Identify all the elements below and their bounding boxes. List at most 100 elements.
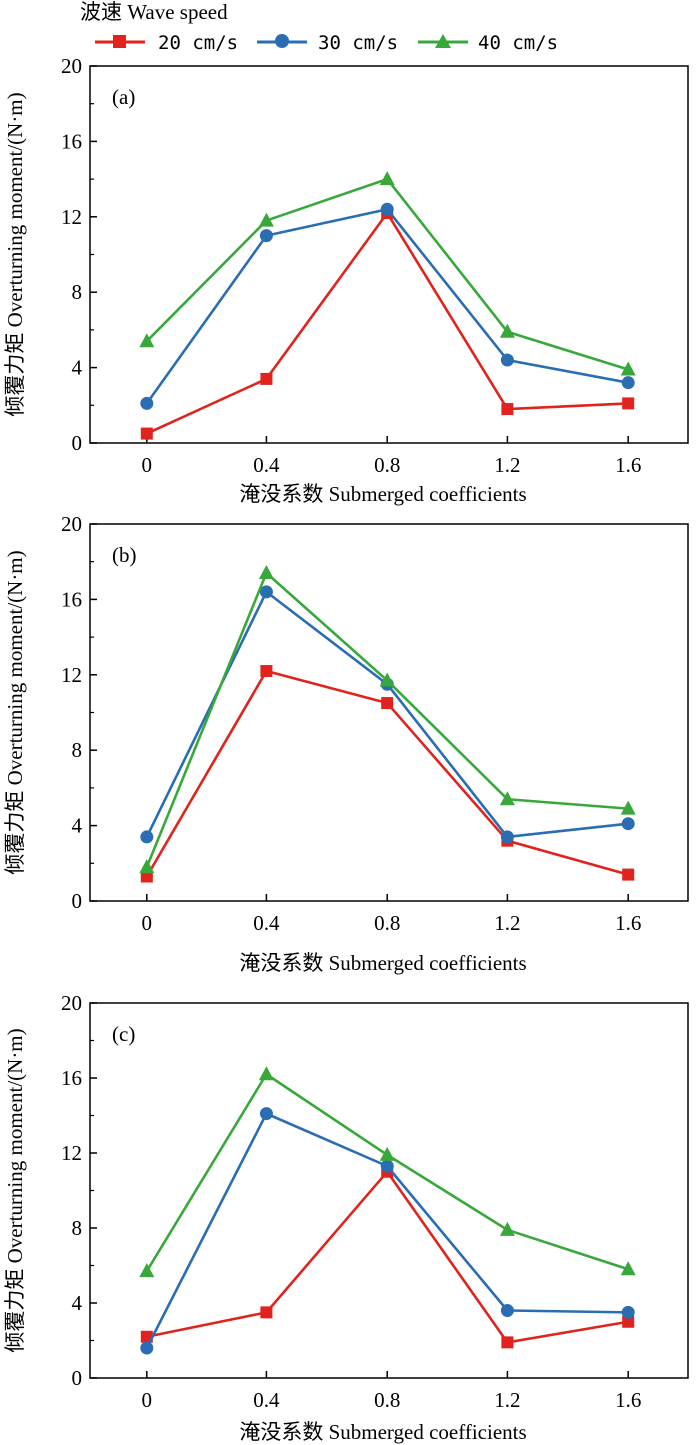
y-tick-label: 8: [72, 280, 83, 304]
y-tick-label: 8: [72, 738, 83, 762]
data-point-circle: [500, 353, 514, 367]
y-tick-label: 4: [72, 814, 83, 838]
panel-label: (a): [112, 85, 135, 109]
y-tick-label: 8: [72, 1216, 83, 1240]
data-point-circle: [500, 830, 514, 844]
data-point-triangle: [379, 672, 395, 687]
y-tick-label: 16: [61, 587, 82, 611]
x-tick-label: 1.6: [615, 1388, 641, 1412]
data-point-triangle: [499, 1221, 515, 1236]
data-point-square: [501, 403, 514, 416]
legend: 波速 Wave speed 20 cm/s 30 cm/s 40 cm/s: [80, 0, 558, 54]
x-tick-label: 0.8: [374, 453, 400, 477]
y-axis-title: 倾覆力矩 Overturning moment/(N·m): [3, 1028, 27, 1352]
data-point-circle: [380, 202, 394, 216]
data-point-triangle: [379, 171, 395, 186]
x-axis-title: 淹没系数 Submerged coefficients: [239, 951, 526, 975]
y-tick-label: 20: [61, 54, 82, 78]
data-point-circle: [259, 1107, 273, 1121]
panel-a: 0 4 8 12 16 20 0 0.4 0.8 1.2 1.6 (a) 淹没系数 Submerged …: [3, 54, 689, 506]
data-point-circle: [259, 229, 273, 243]
legend-label-30: 30 cm/s: [318, 32, 398, 54]
series-line-30cms: [145, 207, 629, 405]
data-point-circle: [140, 830, 154, 844]
y-axis-title: 倾覆力矩 Overturning moment/(N·m): [3, 92, 27, 416]
plot-frame: [89, 65, 689, 444]
data-point-triangle: [258, 565, 274, 580]
x-axis-title: 淹没系数 Submerged coefficients: [239, 482, 526, 506]
legend-label-40: 40 cm/s: [478, 32, 558, 54]
data-point-square: [622, 1315, 635, 1328]
y-tick-label: 16: [61, 1066, 82, 1090]
y-tick-label: 12: [61, 1141, 82, 1165]
data-point-circle: [621, 1305, 635, 1319]
panel-label: (c): [112, 1022, 135, 1046]
y-tick-label: 0: [72, 431, 83, 455]
data-point-square: [501, 1336, 514, 1349]
y-tick-label: 4: [72, 1291, 83, 1315]
data-point-triangle: [139, 333, 155, 348]
data-point-triangle: [139, 859, 155, 874]
x-tick-label: 0: [142, 911, 153, 935]
data-point-triangle: [139, 1263, 155, 1278]
y-tick-label: 12: [61, 663, 82, 687]
y-tick-label: 20: [61, 512, 82, 536]
x-tick-label: 0.4: [253, 453, 280, 477]
y-tick-label: 12: [61, 205, 82, 229]
series-line-20cms: [146, 1170, 629, 1344]
legend-marker-circle: [275, 34, 289, 48]
legend-marker-square: [113, 35, 126, 48]
x-tick-label: 1.6: [615, 453, 641, 477]
y-tick-label: 0: [72, 889, 83, 913]
panel-c: 0 4 8 12 16 20 0 0.4 0.8 1.2 1.6 (c) 淹没系数 Submerged …: [3, 991, 689, 1444]
x-tick-label: 0: [142, 1388, 153, 1412]
data-point-circle: [259, 585, 273, 599]
x-tick-label: 1.2: [494, 1388, 520, 1412]
data-point-triangle: [499, 323, 515, 338]
x-tick-label: 0.8: [374, 911, 400, 935]
data-point-square: [622, 868, 635, 881]
data-point-square: [260, 1306, 273, 1319]
data-point-square: [140, 427, 153, 440]
data-point-circle: [500, 1304, 514, 1317]
data-point-triangle: [379, 1146, 395, 1161]
y-tick-label: 0: [72, 1366, 83, 1390]
plot-frame: [89, 523, 689, 902]
data-point-triangle: [258, 1066, 274, 1081]
data-point-square: [260, 665, 273, 678]
legend-label-20: 20 cm/s: [158, 32, 238, 54]
y-tick-label: 16: [61, 129, 82, 153]
plot-frame: [89, 1002, 689, 1379]
panel-b: 0 4 8 12 16 20 0 0.4 0.8 1.2 1.6 (b) 淹没系数 Submerged …: [3, 512, 689, 975]
y-tick-label: 4: [72, 356, 83, 380]
series-line-20cms: [146, 211, 629, 435]
legend-marker-triangle: [435, 34, 451, 48]
data-point-triangle: [620, 800, 636, 815]
series-line-40cms: [145, 571, 629, 868]
data-point-square: [140, 870, 153, 883]
x-tick-label: 1.2: [494, 911, 520, 935]
legend-title: 波速 Wave speed: [80, 0, 228, 24]
x-axis-title: 淹没系数 Submerged coefficients: [239, 1420, 526, 1444]
series-line-30cms: [145, 590, 629, 839]
x-tick-label: 1.2: [494, 453, 520, 477]
panel-label: (b): [112, 543, 137, 567]
data-point-triangle: [620, 361, 636, 376]
data-point-triangle: [620, 1261, 636, 1276]
x-tick-label: 1.6: [615, 911, 641, 935]
data-point-triangle: [258, 212, 274, 227]
data-point-square: [260, 372, 273, 385]
data-point-circle: [380, 1159, 394, 1173]
x-tick-label: 0: [142, 453, 153, 477]
data-point-square: [381, 697, 394, 710]
x-tick-label: 0.4: [253, 911, 280, 935]
data-point-circle: [621, 376, 635, 390]
data-point-circle: [140, 396, 154, 410]
x-tick-label: 0.8: [374, 1388, 400, 1412]
data-point-circle: [621, 817, 635, 831]
data-point-triangle: [499, 791, 515, 806]
data-point-circle: [140, 1341, 154, 1355]
data-point-square: [622, 397, 635, 410]
x-tick-label: 0.4: [253, 1388, 280, 1412]
